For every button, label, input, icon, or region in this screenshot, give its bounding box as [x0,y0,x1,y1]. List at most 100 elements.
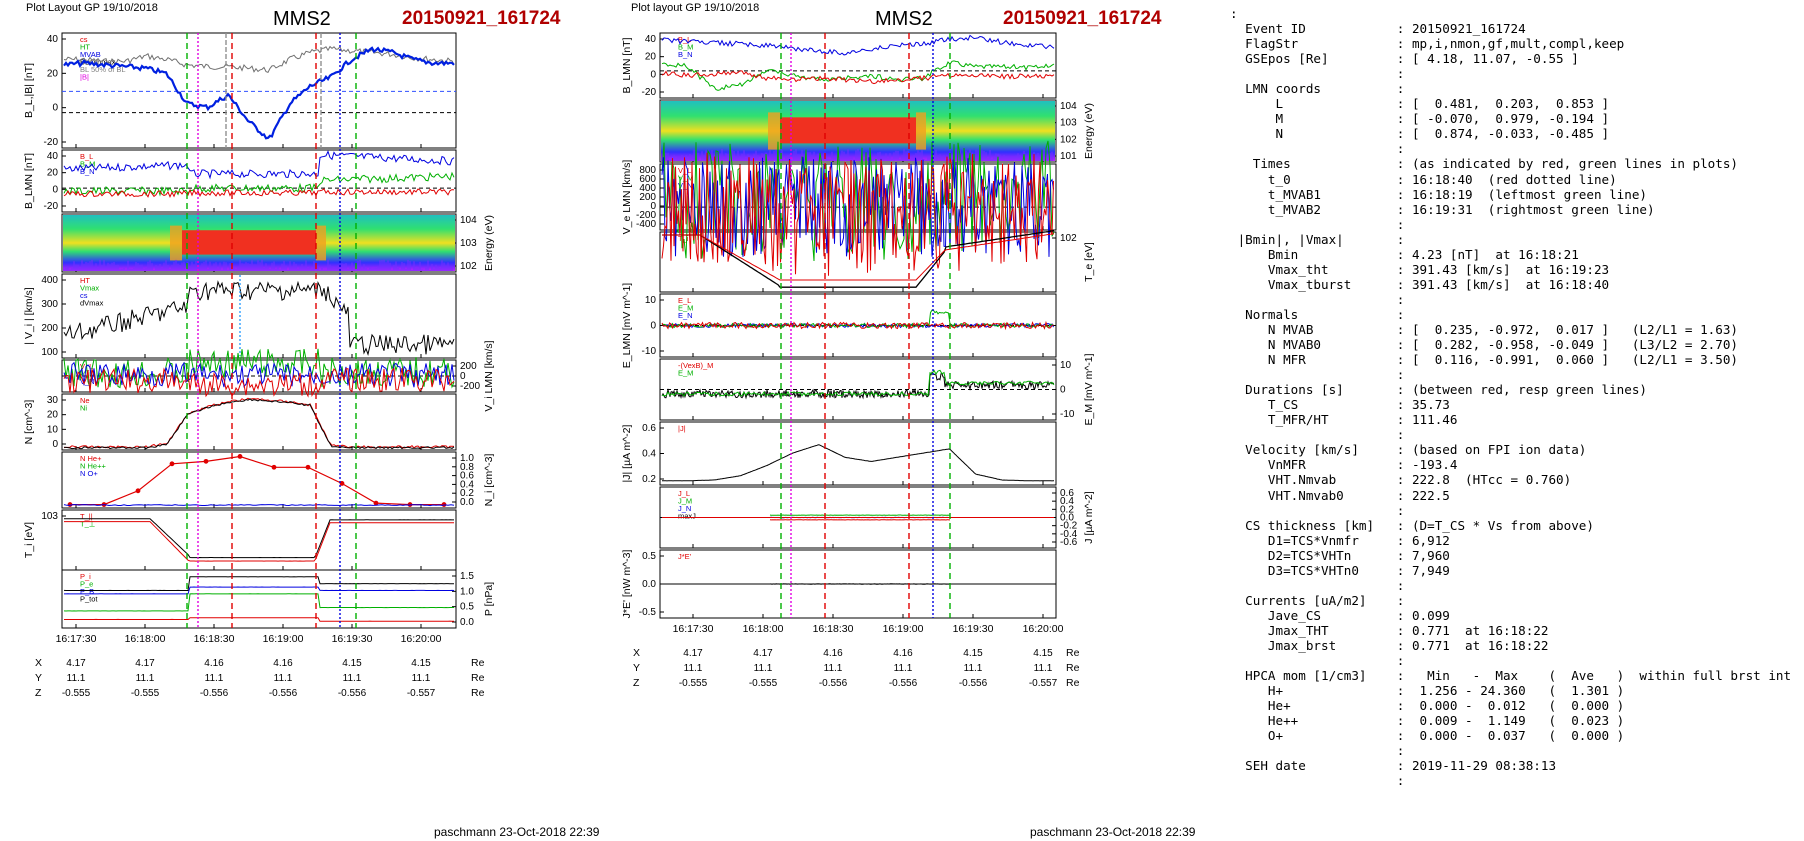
y-axis-label: B_LMN [nT] [23,153,35,209]
info-line: D1=TCS*Vnmfr : 6,912 [1230,532,1450,548]
info-line: : [1230,6,1238,21]
right-plot-header: Plot layout GP 19/10/2018 [631,2,760,14]
right-plot-event-id: 20150921_161724 [1003,8,1162,29]
legend-entry: J*E' [678,552,692,561]
y-tick-label: 0.6 [1060,488,1074,499]
legend-entry: maxJ [678,512,696,521]
y-tick-label: 0.6 [460,471,474,482]
legend-entry: P_e [80,580,93,589]
legend-entry: |J| [678,424,686,433]
series-line-P_tot [63,576,454,592]
y-tick-label: 0.0 [642,579,656,590]
info-line: Durations [s] : (between red, resp green… [1230,382,1648,398]
y-axis-label: J [µA m^-2] [1083,491,1095,543]
coord-value: 4.16 [204,658,224,669]
coord-value: -0.556 [200,688,229,699]
info-line: FlagStr : mp,i,nmon,gf,mult,compl,keep [1230,36,1625,52]
legend-entry: V_M [678,174,693,183]
coord-value: 11.1 [894,663,913,674]
y-tick-label: 200 [460,361,477,372]
right-plot-footer: paschmann 23-Oct-2018 22:39 [1030,825,1196,839]
coord-value: 11.1 [205,673,224,684]
coord-value: -0.556 [959,678,988,689]
coord-unit: Re [1066,647,1080,659]
y-tick-label: -20 [44,201,59,212]
x-tick-label: 16:19:30 [953,623,994,635]
legend-entry: -(VexB)_M [678,361,713,370]
coord-value: -0.556 [269,688,298,699]
legend-entry: T_⊥ [80,520,96,529]
y-tick-label: 103 [460,238,477,249]
data-point-He++ [169,461,175,467]
info-line: N MVAB0 : [ 0.282, -0.958, -0.049 ] (L3/… [1230,337,1738,353]
spectrogram-hot-region [780,117,916,144]
info-line: CS thickness [km] : (D=T_CS * Vs from ab… [1230,517,1594,533]
legend-entry: E_M [678,304,693,313]
spectrogram-noise [63,259,453,271]
y-tick-label: 200 [639,192,656,203]
legend-entry: B_N [80,167,95,176]
coord-value: -0.555 [679,678,708,689]
data-point-He++ [373,500,379,506]
y-axis-label: T_i [eV] [23,522,35,558]
coord-value: -0.557 [1029,678,1058,689]
coord-label: Z [633,677,640,689]
x-tick-label: 16:19:00 [883,623,924,635]
y-tick-label: 104 [460,215,477,226]
coord-value: 4.15 [1033,648,1053,659]
info-line: Velocity [km/s] : (based on FPI ion data… [1230,442,1587,458]
info-line: : [1230,427,1405,443]
legend-entry: cs [80,35,88,44]
series-line-B_M [63,171,455,197]
series-line-T_par [64,521,454,562]
coord-value: -0.555 [749,678,778,689]
info-line: Jave_CS : 0.099 [1230,607,1450,623]
info-line: O+ : 0.000 - 0.037 ( 0.000 ) [1230,728,1625,744]
left-plot-title: MMS2 [273,8,331,30]
info-line: : [1230,653,1405,669]
x-tick-label: 16:17:30 [673,623,714,635]
info-line: T_CS : 35.73 [1230,397,1450,413]
y-tick-label: 20 [47,410,59,421]
y-tick-label: 103 [41,511,58,522]
legend-entry: E_M [678,369,693,378]
y-tick-label: 0.0 [1060,513,1074,524]
data-point-He++ [305,464,311,470]
series-line-O+ [63,504,455,507]
y-tick-label: 20 [645,52,657,63]
legend-entry: J_L [678,489,690,498]
info-line: : [1230,66,1405,82]
y-tick-label: -0.4 [1060,529,1078,540]
y-tick-label: 200 [41,323,58,334]
y-axis-label: V_e LMN [km/s] [621,160,633,235]
legend-entry: N He+ [80,454,102,463]
y-axis-label: E_LMN [mV m^-1] [621,283,633,369]
info-line: Vmax_tburst : 391.43 [km/s] at 16:18:40 [1230,276,1610,292]
x-tick-label: 16:18:00 [125,633,166,645]
y-axis-label: B_LMN [nT] [621,37,633,93]
legend-entry: B_L [80,152,93,161]
panel-frame [659,421,1057,486]
x-tick-label: 16:18:00 [743,623,784,635]
coord-value: 4.16 [273,658,293,669]
info-line: N MFR : [ 0.116, -0.991, 0.060 ] (L2/L1 … [1230,352,1738,368]
series-line-|B| [63,45,455,74]
info-line: D3=TCS*VHTn0 : 7,949 [1230,562,1450,578]
y-tick-label: 0.8 [460,462,474,473]
coord-value: -0.555 [62,688,91,699]
y-tick-label: -200 [636,210,656,221]
panel-frame [61,149,457,213]
info-line: : [1230,141,1405,157]
y-tick-label: 102 [460,261,477,272]
spectrogram-noise [661,148,1053,161]
legend-entry: HT [80,43,90,52]
panel-frame [61,393,457,451]
legend-entry: Ni [80,404,87,413]
series-line-B_L [63,150,455,180]
series-line-Ne [63,397,455,449]
info-line: N MVAB : [ 0.235, -0.972, 0.017 ] (L2/L1… [1230,321,1738,337]
y-tick-label: 20 [47,68,59,79]
coord-unit: Re [471,687,485,699]
panel-frame [61,273,457,359]
